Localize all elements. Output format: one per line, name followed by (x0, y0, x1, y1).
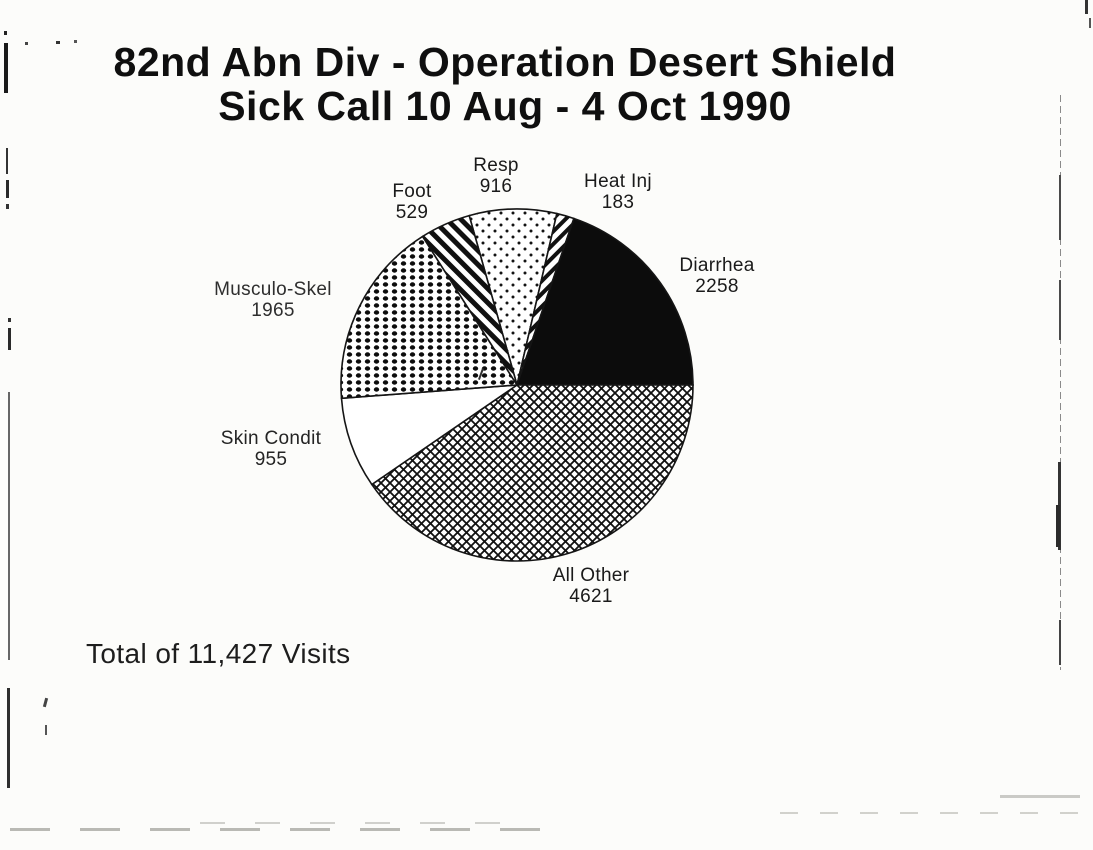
slice-callout-resp: Resp 916 (436, 155, 556, 197)
slice-value: 4621 (569, 586, 613, 607)
scan-artifact (8, 318, 11, 322)
scan-artifact (74, 40, 77, 43)
slice-value: 2258 (695, 276, 739, 297)
scan-artifact (4, 43, 8, 93)
scan-artifact (4, 31, 7, 35)
slice-name: Resp (473, 155, 519, 176)
total-visits-note: Total of 11,427 Visits (86, 638, 351, 669)
pie-slice-foot (421, 214, 518, 386)
scan-artifact (1085, 0, 1088, 14)
pie-slice-skin-condit (340, 383, 520, 486)
slice-name: Musculo-Skel (214, 279, 332, 300)
slice-callout-skin-condit: Skin Condit 955 (191, 428, 351, 470)
slice-value: 183 (601, 192, 635, 213)
scan-artifact (6, 148, 8, 174)
slice-name: Skin Condit (220, 428, 322, 449)
pie-slice-musculo-skel (340, 235, 519, 400)
slice-name: Heat Inj (584, 171, 652, 192)
slice-name: All Other (552, 565, 630, 586)
scan-artifact (8, 328, 11, 350)
scan-artifact (8, 392, 10, 660)
chart-title: 82nd Abn Div - Operation Desert Shield S… (50, 40, 960, 128)
pie-slice-resp (468, 208, 558, 386)
scan-artifact (1056, 505, 1060, 547)
scan-artifact (1089, 18, 1091, 28)
pie-chart (340, 208, 694, 562)
scan-artifact (25, 42, 28, 45)
scan-artifact (1000, 795, 1080, 798)
scan-artifact (780, 812, 1080, 814)
slice-callout-all-other: All Other 4621 (530, 565, 652, 607)
scan-artifact (42, 697, 49, 708)
pie-slice-all-other (370, 384, 694, 562)
scan-artifact (1060, 95, 1061, 670)
chart-title-line1: 82nd Abn Div - Operation Desert Shield (113, 39, 897, 85)
slice-callout-heat-inj: Heat Inj 183 (558, 171, 678, 213)
slice-value: 529 (395, 202, 429, 223)
scan-artifact (6, 204, 9, 209)
pie-slice-diarrhea (515, 217, 694, 386)
chart-title-line2: Sick Call 10 Aug - 4 Oct 1990 (218, 83, 792, 129)
slice-value: 955 (254, 449, 288, 470)
slice-callout-musculo-skel: Musculo-Skel 1965 (193, 279, 353, 321)
slice-callout-diarrhea: Diarrhea 2258 (656, 255, 778, 297)
slice-value: 916 (479, 176, 513, 197)
slice-name: Diarrhea (679, 255, 755, 276)
scan-artifact (10, 828, 560, 831)
scan-artifact (200, 822, 530, 824)
scan-artifact (56, 41, 60, 44)
scan-artifact (6, 180, 9, 198)
slice-name: Foot (392, 181, 432, 202)
scan-artifact (7, 688, 10, 788)
scan-artifact (1059, 280, 1061, 340)
scan-artifact (45, 725, 47, 735)
slice-value: 1965 (251, 300, 295, 321)
scan-artifact (1059, 175, 1061, 240)
scan-artifact (1059, 620, 1061, 665)
slice-callout-foot: Foot 529 (352, 181, 472, 223)
